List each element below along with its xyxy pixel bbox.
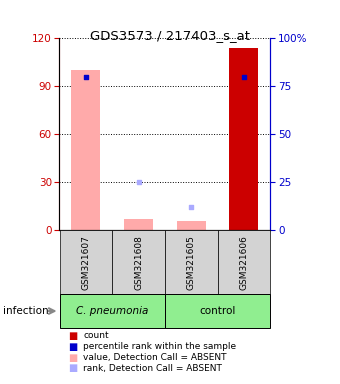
- Text: control: control: [200, 306, 236, 316]
- Bar: [230, 48, 258, 230]
- Text: rank, Detection Call = ABSENT: rank, Detection Call = ABSENT: [83, 364, 222, 373]
- Text: ■: ■: [68, 331, 77, 341]
- Text: ■: ■: [68, 353, 77, 362]
- Text: GSM321606: GSM321606: [239, 235, 249, 290]
- Bar: [177, 221, 206, 230]
- Text: GSM321607: GSM321607: [81, 235, 90, 290]
- Text: count: count: [83, 331, 109, 341]
- Text: ■: ■: [68, 363, 77, 373]
- Point: [83, 74, 88, 80]
- Text: GSM321608: GSM321608: [134, 235, 143, 290]
- Text: value, Detection Call = ABSENT: value, Detection Call = ABSENT: [83, 353, 227, 362]
- Text: infection: infection: [3, 306, 49, 316]
- Bar: [59, 230, 112, 294]
- Bar: [71, 70, 100, 230]
- Text: ■: ■: [68, 342, 77, 352]
- Bar: [165, 230, 218, 294]
- Bar: [124, 219, 153, 230]
- Text: GDS3573 / 217403_s_at: GDS3573 / 217403_s_at: [90, 29, 250, 42]
- Bar: [218, 230, 270, 294]
- Point: [136, 179, 141, 185]
- Text: GSM321605: GSM321605: [187, 235, 196, 290]
- Bar: [112, 230, 165, 294]
- Text: C. pneumonia: C. pneumonia: [76, 306, 148, 316]
- Point: [188, 204, 194, 210]
- Point: [241, 74, 246, 80]
- Bar: [165, 294, 270, 328]
- Text: percentile rank within the sample: percentile rank within the sample: [83, 342, 236, 351]
- Bar: [59, 294, 165, 328]
